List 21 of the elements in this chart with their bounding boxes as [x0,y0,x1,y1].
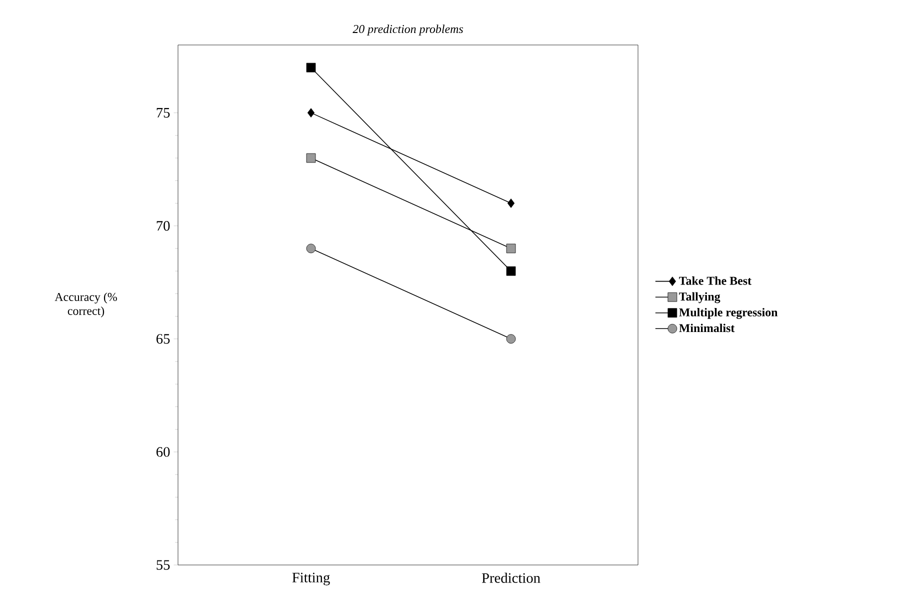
legend-label: Multiple regression [679,308,778,319]
point [306,153,316,163]
point [506,334,516,344]
point [507,198,515,208]
legend-label: Take The Best [679,276,752,285]
legend-label: Tallying [679,292,720,304]
y-tick-label: 75 [156,108,170,118]
chart-title: 20 prediction problems [352,24,464,36]
y-tick-label: 70 [156,221,170,231]
point [506,244,516,254]
y-axis-title: Accuracy (% correct) [54,292,117,318]
x-tick-label: Prediction [482,572,540,583]
y-tick-label: 65 [156,334,170,344]
y-tick-label: 55 [156,560,170,570]
point [306,62,316,72]
point [306,244,316,254]
point [506,266,516,276]
legend-label: Minimalist [679,324,735,332]
x-tick-label: Fitting [292,572,330,586]
y-tick-label: 60 [156,447,170,457]
point [307,108,315,118]
